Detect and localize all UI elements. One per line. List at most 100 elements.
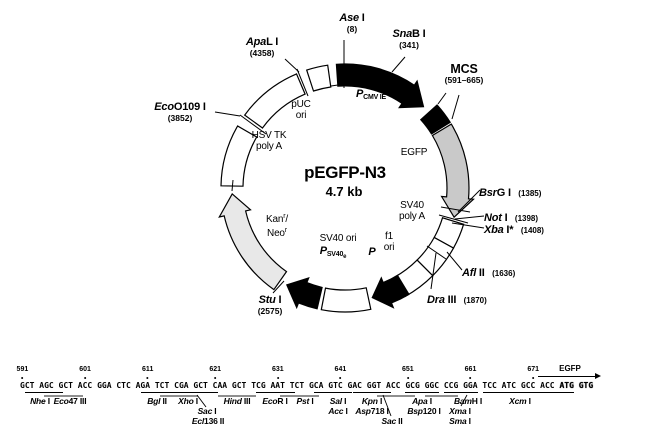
- site-underline-hind: [217, 394, 256, 397]
- mcs-enzyme-asp718-i: Asp718 I: [355, 406, 389, 416]
- ruler-dot: [84, 377, 87, 379]
- plasmid-size: 4.7 kb: [325, 184, 363, 199]
- site-label-ecoo109-i: EcoO109 I (3852): [154, 101, 206, 123]
- ruler-dot: [406, 377, 409, 379]
- mcs-enzyme-pst-i: Pst I: [296, 396, 314, 406]
- ruler-mark-651: 651: [402, 366, 414, 379]
- site-label-afl-ii: Afl II (1636): [462, 267, 516, 279]
- mcs-enzyme-xma-i: Xma I: [449, 406, 471, 416]
- ruler-dot: [339, 377, 342, 379]
- mcs-enzyme-kpn-i: Kpn I: [361, 396, 383, 406]
- ruler-dot: [214, 377, 217, 379]
- egfp-direction-label: EGFP: [559, 364, 581, 373]
- apal-connector: [284, 58, 300, 73]
- site-label-xba-i: Xba I* (1408): [484, 224, 544, 236]
- puc-ori-band: [243, 73, 306, 129]
- mcs-enzyme-bgl-ii: Bgl II: [147, 396, 167, 406]
- site-underline-xhoi: [159, 394, 199, 397]
- site-underline-xmai: [424, 394, 459, 397]
- mcs-range-line-b: [451, 94, 460, 120]
- mcs-segment: [419, 104, 452, 135]
- site-underline-saci: [179, 391, 218, 393]
- afl-ii-connector: [446, 251, 463, 271]
- sac-ii-connector: [382, 394, 392, 417]
- cmv-promoter-label: PCMV IE: [355, 88, 387, 102]
- ruler-dot: [276, 377, 279, 379]
- mcs-enzyme-xcm-i: Xcm I: [509, 396, 531, 406]
- sv40-promoter-label: PSV40e: [319, 245, 347, 261]
- ecoo109-connector: [214, 111, 241, 117]
- ruler-mark-611: 611: [142, 366, 153, 379]
- snab-i-connector: [391, 56, 406, 73]
- mcs-enzyme-bamh-i: BamH I: [453, 396, 483, 406]
- not-connector: [454, 215, 485, 220]
- egfp-arrow: [431, 123, 475, 219]
- mcs-enzyme-nhe-i: Nhe I: [30, 396, 50, 406]
- sequence-text: GCT AGC GCT ACC GGA CTC AGA TCT CGA GCT …: [20, 381, 560, 390]
- site-label-stu-i: Stu I (2575): [257, 294, 283, 316]
- start-codon-text: ATG GTG: [559, 381, 594, 390]
- ecoo109-tick: [239, 114, 267, 135]
- ruler-dot: [21, 377, 24, 379]
- site-underline-sali: [313, 391, 353, 393]
- ruler-mark-591: 591: [17, 366, 28, 379]
- f1-ori-label: f1 ori: [383, 231, 395, 253]
- kan-neo-arrow: [218, 192, 288, 291]
- ruler-dot: [532, 377, 535, 379]
- ruler-mark-671: 671: [527, 366, 539, 379]
- mcs-sequence: GCT AGC GCT ACC GGA CTC AGA TCT CGA GCT …: [20, 381, 593, 391]
- mcs-enzyme-acc-i: Acc I: [328, 406, 348, 416]
- ruler-mark-641: 641: [335, 366, 346, 379]
- site-underline-psti: [280, 394, 319, 397]
- site-underline-eco47: [44, 394, 83, 397]
- xba-connector: [451, 222, 485, 229]
- spacer-segment: [305, 64, 332, 92]
- apal-tick: [296, 68, 309, 97]
- site-underline-bglii: [140, 391, 179, 393]
- sv40-polya-label: SV40 poly A: [398, 200, 426, 222]
- egfp-direction-arrow: [538, 373, 601, 379]
- bsrg-connector: [457, 189, 481, 213]
- puc-ori-label: pUC ori: [291, 99, 311, 121]
- site-underline-bamhi: [444, 391, 478, 393]
- bsrg-tick: [440, 206, 471, 213]
- ruler-mark-661: 661: [465, 366, 476, 379]
- ruler-mark-601: 601: [79, 366, 91, 379]
- spacer-connector: [330, 84, 339, 87]
- sac-i-connector: [196, 394, 207, 408]
- ruler-dot: [146, 377, 149, 379]
- sv40-ori-label: SV40 ori: [319, 233, 357, 244]
- xma-i-connector: [460, 394, 468, 407]
- mcs-enzyme-eco47-iii: Eco47 III: [53, 396, 87, 406]
- site-underline-apai: [405, 391, 440, 393]
- site-label-apal-i: ApaL I (4358): [245, 36, 279, 58]
- site-label-mcs: MCS (591–665): [444, 62, 484, 85]
- kan-hsv-stem: [231, 179, 234, 192]
- sv40-promoter-arrow: [285, 276, 323, 310]
- site-label-bsrg-i: BsrG I (1385): [479, 187, 542, 199]
- ruler-mark-631: 631: [272, 366, 284, 379]
- plasmid-name: pEGFP-N3: [304, 163, 386, 182]
- not-xba-tick: [438, 214, 469, 224]
- hsv-tk-polya-band: [220, 125, 258, 187]
- mcs-enzyme-ecor-i: EcoR I: [262, 396, 288, 406]
- mcs-enzyme-ecl136-ii: Ecl136 II: [191, 416, 225, 426]
- site-underline-kpni: [352, 391, 391, 393]
- mcs-connector-lines: [196, 394, 468, 417]
- mcs-sequence-panel: 591 601 611 621 631 641 651 661 671 EGFP…: [0, 364, 660, 434]
- kan-neo-label: Kanr/ Neor: [266, 213, 288, 239]
- mcs-enzyme-sal-i: Sal I: [329, 396, 347, 406]
- cmv-promoter-arrow: [335, 63, 425, 109]
- hsv-tk-polya-label: HSV TK poly A: [251, 130, 287, 152]
- mcs-enzyme-apa-i: Apa I: [412, 396, 432, 406]
- mcs-enzyme-sac-i: Sac I: [197, 406, 217, 416]
- mcs-enzyme-bsp120-i: Bsp120 I: [407, 406, 441, 416]
- site-label-not-i: Not I (1398): [484, 212, 539, 224]
- f1-promoter-label: P: [368, 246, 376, 258]
- plasmid-circle-graphic: [214, 40, 485, 313]
- egfp-region-label: EGFP: [400, 147, 428, 158]
- mcs-enzyme-xho-i: Xho I: [178, 396, 198, 406]
- site-underline-ecori: [256, 391, 295, 393]
- mcs-enzyme-sma-i: Sma I: [449, 416, 471, 426]
